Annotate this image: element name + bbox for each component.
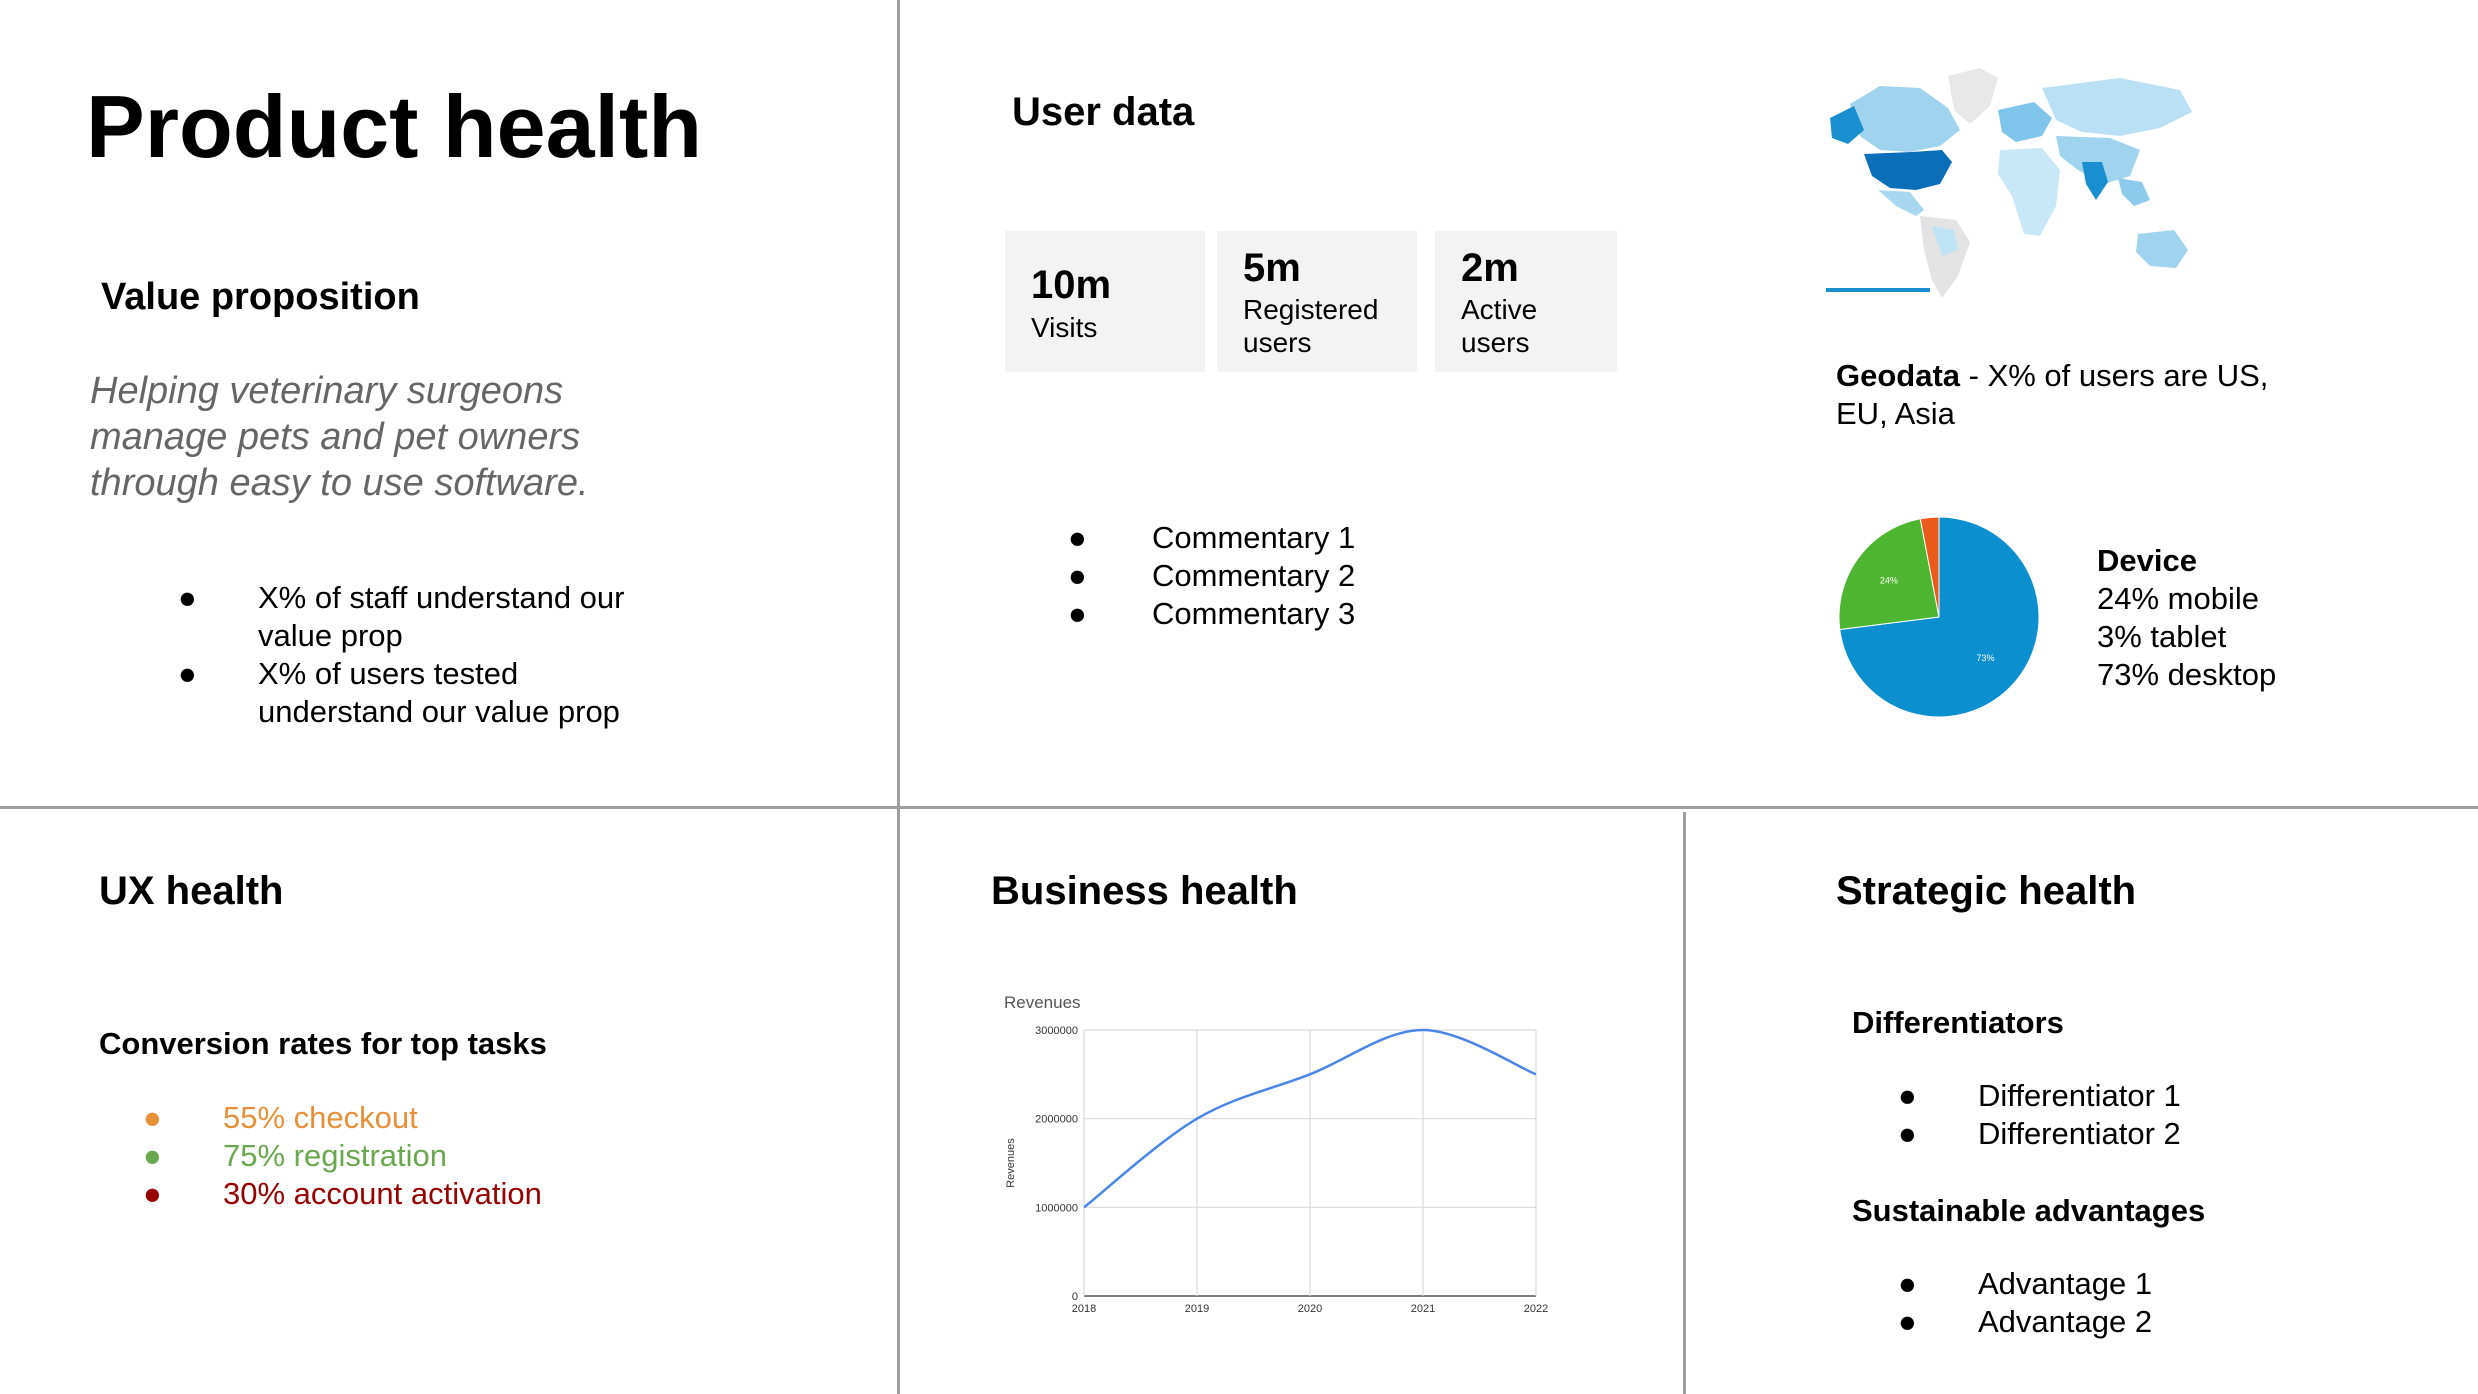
divider-vertical-bottom-left	[897, 808, 900, 1394]
value-prop-statement: Helping veterinary surgeons manage pets …	[90, 370, 589, 504]
conversion-text: 55% checkout	[223, 1100, 418, 1135]
device-text: Device 24% mobile 3% tablet 73% desktop	[2097, 543, 2277, 692]
y-tick-label: 3000000	[1035, 1025, 1078, 1037]
list-item: ● Differentiator 2	[1898, 1116, 2181, 1151]
geodata-text: Geodata - X% of users are US, EU, Asia	[1836, 358, 2269, 431]
advantages-list: ● Advantage 1 ● Advantage 2	[1898, 1265, 2398, 1341]
divider-vertical-top	[897, 0, 900, 808]
list-item: ● X% of users tested understand our valu…	[178, 656, 620, 729]
list-item: ● Commentary 2	[1068, 558, 1356, 593]
list-item: ● 55% checkout	[143, 1100, 418, 1135]
device-heading: Device	[2097, 543, 2197, 578]
stat-active-users: 2m Active users	[1435, 231, 1617, 372]
ux-health-heading: UX health	[99, 869, 284, 913]
map-region-south-america	[1920, 216, 1970, 298]
stat-label: Visits	[1031, 312, 1098, 343]
list-item: ● Commentary 3	[1068, 596, 1356, 631]
revenue-line-chart: Revenues 0 1000000 2000000 3000000 2018 2019 20…	[1004, 993, 1548, 1315]
page-title: Product health	[86, 77, 703, 176]
x-tick-label: 2021	[1411, 1303, 1435, 1315]
value-prop-heading: Value proposition	[101, 276, 420, 318]
x-tick-label: 2022	[1524, 1303, 1548, 1315]
strategic-health-heading: Strategic health	[1836, 869, 2137, 913]
advantages-heading: Sustainable advantages	[1852, 1193, 2206, 1228]
stat-registered-users: 5m Registered users	[1217, 231, 1417, 372]
list-item: ● Advantage 2	[1898, 1304, 2153, 1339]
map-region-alaska	[1830, 106, 1864, 144]
pie-slice-tablet	[1919, 516, 1940, 618]
stat-label: Active users	[1461, 294, 1538, 358]
map-region-africa	[1998, 148, 2060, 236]
divider-horizontal	[0, 806, 2478, 809]
y-axis-label: Revenues	[1005, 1138, 1017, 1188]
series-line-revenues	[1083, 1028, 1537, 1209]
ux-subheading: Conversion rates for top tasks	[99, 1026, 547, 1061]
divider-vertical-bottom-right	[1683, 812, 1686, 1394]
conversion-text: 75% registration	[223, 1138, 448, 1173]
map-legend-bar	[1826, 288, 1930, 292]
map-region-europe	[1998, 102, 2052, 142]
map-region-greenland	[1948, 68, 1998, 124]
map-region-mexico	[1878, 190, 1924, 216]
y-tick-label: 0	[1072, 1291, 1078, 1303]
x-tick-label: 2019	[1185, 1303, 1209, 1315]
differentiators-list: ● Differentiator 1 ● Differentiator 2	[1898, 1077, 2398, 1153]
stat-visits: 10m Visits	[1005, 231, 1205, 372]
list-item: ● Commentary 1	[1068, 520, 1356, 555]
pie-slice-mobile	[1838, 518, 1940, 631]
user-data-heading: User data	[1012, 90, 1195, 134]
x-tick-label: 2020	[1298, 1303, 1322, 1315]
world-map	[1826, 68, 2192, 298]
stat-value: 10m	[1031, 263, 1112, 307]
stat-value: 2m	[1461, 246, 1519, 290]
map-region-india	[2082, 162, 2108, 200]
value-prop-bullets: ● X% of staff understand our value prop …	[178, 579, 698, 731]
x-tick-label: 2018	[1072, 1303, 1096, 1315]
conversion-list: ● 55% checkout ● 75% registration ● 30% acc…	[143, 1099, 663, 1213]
map-region-asia	[2042, 78, 2192, 136]
differentiators-heading: Differentiators	[1852, 1005, 2064, 1040]
pie-slice-label: 73%	[1976, 653, 1994, 663]
y-tick-label: 1000000	[1035, 1202, 1078, 1214]
stat-value: 5m	[1243, 246, 1301, 290]
list-item: ● X% of staff understand our value prop	[178, 580, 625, 653]
geodata-label: Geodata	[1836, 358, 1961, 393]
map-region-australia	[2136, 230, 2188, 268]
pie-slice-label: 24%	[1880, 576, 1898, 586]
list-item: ● Advantage 1	[1898, 1266, 2153, 1301]
map-region-usa	[1864, 150, 1952, 190]
commentary-list: ● Commentary 1 ● Commentary 2 ● Commentary …	[1068, 519, 1488, 633]
stat-label: Registered users	[1243, 294, 1379, 358]
device-pie-chart: 73% 24%	[1838, 516, 2040, 718]
list-item: ● 30% account activation	[143, 1176, 542, 1211]
business-health-heading: Business health	[991, 869, 1298, 913]
conversion-text: 30% account activation	[223, 1176, 542, 1211]
list-item: ● 75% registration	[143, 1138, 448, 1173]
y-tick-label: 2000000	[1035, 1114, 1078, 1126]
map-region-canada	[1850, 86, 1960, 152]
list-item: ● Differentiator 1	[1898, 1078, 2181, 1113]
chart-title: Revenues	[1004, 993, 1081, 1012]
